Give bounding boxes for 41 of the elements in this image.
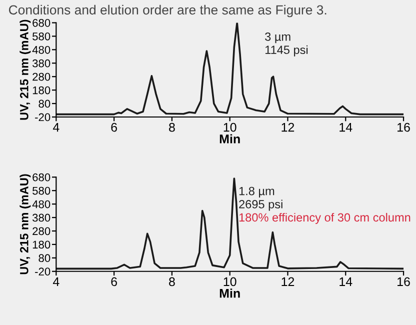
annotation: 1.8 µm — [239, 186, 274, 198]
x-tick-label: 4 — [52, 123, 60, 132]
x-tick-label: 4 — [52, 277, 60, 286]
y-tick-label: -20 — [35, 113, 50, 122]
y-tick-label: 580 — [32, 32, 50, 40]
x-tick-label: 6 — [111, 122, 117, 132]
annotation: 1145 psi — [265, 45, 308, 56]
x-axis-title: Min — [220, 134, 240, 144]
y-tick-label: 380 — [32, 59, 50, 68]
x-tick-label: 6 — [111, 277, 117, 286]
y-tick-label: 680 — [32, 19, 50, 27]
y-tick-label: 80 — [38, 254, 50, 262]
y-tick-label: 480 — [32, 46, 50, 54]
y-tick-label: 380 — [32, 214, 50, 222]
y-tick-label: 580 — [32, 186, 50, 195]
annotation: 3 µm — [265, 32, 290, 44]
x-tick-label: 10 — [224, 122, 236, 132]
y-tick-label: 480 — [32, 200, 50, 208]
x-tick-label: 14 — [340, 123, 352, 132]
x-tick-label: 12 — [282, 277, 294, 286]
x-tick-label: 16 — [398, 122, 410, 132]
x-tick-label: 14 — [340, 277, 352, 286]
x-tick-label: 8 — [169, 277, 175, 286]
y-tick-label: 180 — [32, 86, 50, 94]
x-tick-label: 10 — [224, 277, 236, 286]
x-tick-label: 12 — [282, 122, 294, 132]
y-tick-label: 180 — [32, 240, 50, 249]
y-tick-label: 280 — [32, 227, 50, 236]
y-tick-label: 680 — [32, 173, 50, 182]
x-tick-label: 16 — [398, 277, 410, 286]
y-axis-title: UV, 215 nm (mAU) — [20, 174, 31, 274]
x-axis-title: Min — [220, 288, 240, 298]
y-axis-title: UV, 215 nm (mAU) — [20, 20, 31, 120]
line-series — [56, 22, 404, 116]
chart-title: Conditions and elution order are the same as Figure 3. — [8, 4, 326, 18]
y-tick-label: 80 — [38, 100, 50, 108]
y-tick-label: 280 — [32, 72, 50, 81]
annotation: 2695 psi — [239, 200, 282, 211]
annotation: 180% efficiency of 30 cm column — [239, 212, 410, 224]
y-tick-label: -20 — [35, 268, 50, 276]
x-tick-label: 8 — [169, 122, 175, 132]
